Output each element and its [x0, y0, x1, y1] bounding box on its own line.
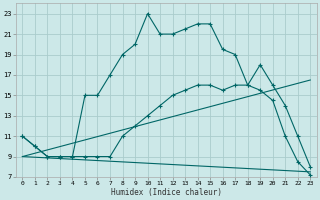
X-axis label: Humidex (Indice chaleur): Humidex (Indice chaleur) [111, 188, 222, 197]
